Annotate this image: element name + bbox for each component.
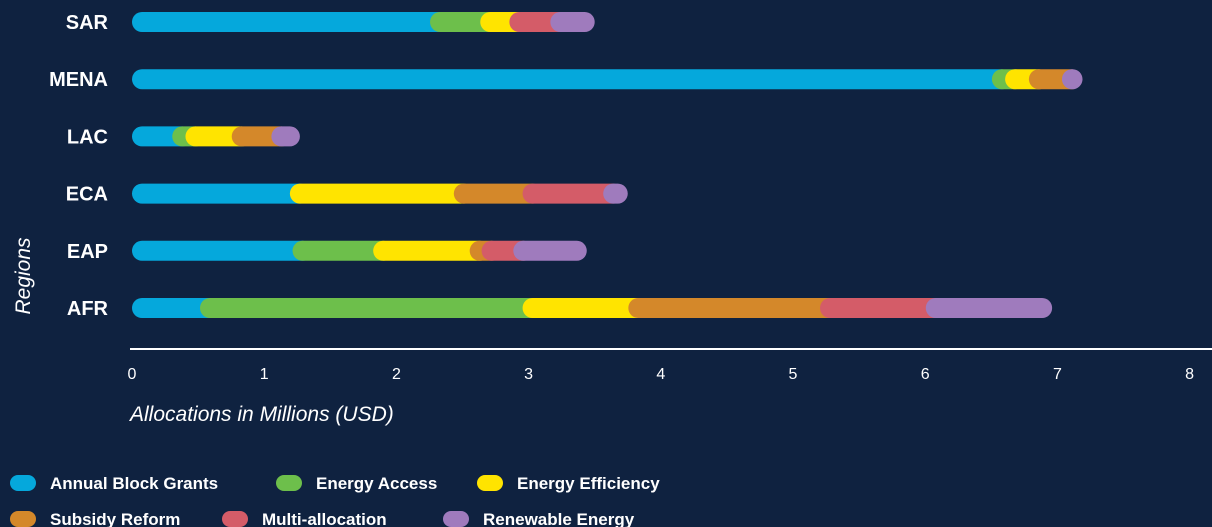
bar-row-eap (132, 240, 587, 261)
x-tick-label: 5 (789, 366, 798, 383)
bar-segment-afr-renewable-energy (925, 298, 1053, 318)
legend-label-annual-block-grants: Annual Block Grants (50, 474, 218, 493)
category-label-eca: ECA (66, 184, 108, 206)
bar-segment-afr-energy-access (200, 298, 543, 318)
legend-item-annual-block-grants: Annual Block Grants (10, 474, 218, 493)
category-label-lac: LAC (67, 126, 108, 148)
x-axis-title: Allocations in Millions (USD) (128, 403, 394, 426)
bar-segment-afr-multi-allocation (820, 298, 946, 318)
category-labels: SAR MENA LAC ECA EAP AFR (49, 12, 108, 320)
bar-segment-eca-renewable-energy (603, 183, 628, 204)
category-label-mena: MENA (49, 69, 108, 91)
bar-segment-eap-annual-block-grants (132, 240, 313, 261)
legend-swatch-subsidy-reform (10, 511, 36, 527)
x-tick-label: 4 (656, 366, 665, 383)
bar-segment-eca-subsidy-reform (453, 183, 543, 204)
legend-label-subsidy-reform: Subsidy Reform (50, 510, 180, 527)
category-label-eap: EAP (67, 241, 108, 263)
x-tick-label: 2 (392, 366, 401, 383)
bar-segment-eap-energy-access (292, 240, 394, 261)
bar-segment-afr-subsidy-reform (628, 298, 841, 318)
bar-segment-eap-energy-efficiency (373, 240, 490, 261)
legend-label-renewable-energy: Renewable Energy (483, 510, 635, 527)
category-label-afr: AFR (67, 298, 109, 320)
bar-segment-lac-renewable-energy (271, 126, 300, 147)
legend-swatch-energy-access (276, 475, 302, 491)
bar-segment-afr-annual-block-grants (132, 298, 220, 318)
bar-segment-eap-renewable-energy (513, 240, 587, 261)
x-tick-label: 6 (921, 366, 930, 383)
legend-item-subsidy-reform: Subsidy Reform (10, 510, 180, 527)
bars-group (132, 12, 1083, 318)
bar-row-afr (132, 298, 1053, 318)
bar-row-sar (132, 12, 595, 32)
legend-label-energy-efficiency: Energy Efficiency (517, 474, 660, 493)
bar-row-lac (132, 126, 300, 147)
x-tick-label: 8 (1185, 366, 1194, 383)
legend-swatch-renewable-energy (443, 511, 469, 527)
bar-segment-afr-energy-efficiency (522, 298, 649, 318)
x-tick-labels: 0 1 2 3 4 5 6 7 8 (128, 366, 1195, 383)
y-axis-title: Regions (12, 237, 35, 315)
legend-swatch-multi-allocation (222, 511, 248, 527)
bar-segment-eca-multi-allocation (522, 183, 624, 204)
legend-swatch-annual-block-grants (10, 475, 36, 491)
legend-item-renewable-energy: Renewable Energy (443, 510, 635, 527)
category-label-sar: SAR (66, 12, 109, 34)
legend-item-multi-allocation: Multi-allocation (222, 510, 387, 527)
bar-segment-mena-annual-block-grants (132, 69, 1012, 90)
x-tick-label: 0 (128, 366, 137, 383)
legend-label-multi-allocation: Multi-allocation (262, 510, 387, 527)
legend-item-energy-efficiency: Energy Efficiency (477, 474, 660, 493)
legend-label-energy-access: Energy Access (316, 474, 437, 493)
legend-swatch-energy-efficiency (477, 475, 503, 491)
bar-segment-sar-annual-block-grants (132, 12, 451, 32)
legend-item-energy-access: Energy Access (276, 474, 437, 493)
bar-segment-eca-annual-block-grants (132, 183, 310, 204)
legend: Annual Block Grants Energy Access Energy E… (10, 474, 660, 527)
bar-segment-eca-energy-efficiency (289, 183, 474, 204)
bar-row-eca (132, 183, 628, 204)
bar-segment-sar-renewable-energy (550, 12, 595, 32)
x-tick-label: 1 (260, 366, 269, 383)
x-tick-label: 3 (524, 366, 533, 383)
bar-row-mena (132, 69, 1083, 90)
x-tick-label: 7 (1053, 366, 1062, 383)
bar-segment-mena-renewable-energy (1061, 69, 1083, 90)
